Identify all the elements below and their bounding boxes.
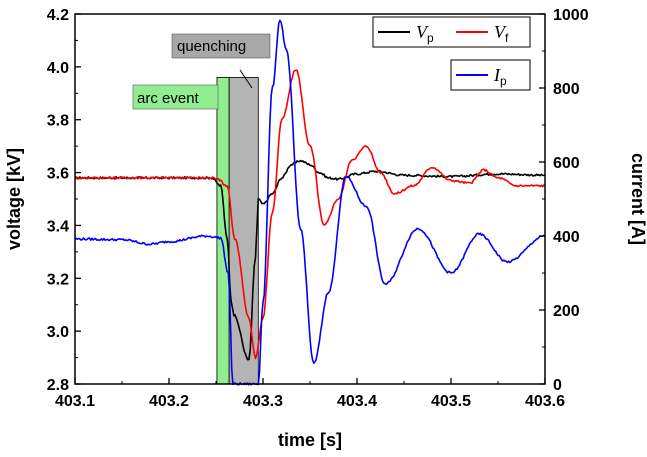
legend: Vp Vf Ip	[372, 16, 531, 91]
x-tick-label: 403.5	[431, 393, 471, 410]
x-tick-label: 403.4	[337, 393, 377, 410]
y-right-tick-label: 1000	[553, 7, 589, 24]
y-right-tick-label: 400	[553, 229, 580, 246]
y-left-tick-label: 3.4	[47, 218, 69, 235]
ticks: 403.1 403.2 403.3 403.4 403.5 403.6 2.8 3.0 3.2 3…	[47, 7, 589, 410]
quenching-pointer	[239, 69, 253, 89]
y-axis-right-title: current [A]	[628, 153, 647, 245]
y-right-tick-label: 600	[553, 155, 580, 172]
x-tick-label: 403.3	[243, 393, 283, 410]
y-left-tick-label: 2.8	[47, 377, 69, 394]
series-layer	[74, 19, 546, 386]
x-tick-label: 403.2	[149, 393, 189, 410]
y-left-tick-label: 3.6	[47, 166, 69, 183]
series-line-v-f	[74, 69, 546, 360]
quenching-label-box	[171, 33, 271, 59]
x-tick-label: 403.6	[525, 393, 565, 410]
y-right-tick-label: 0	[553, 377, 562, 394]
annotation-bands	[216, 77, 259, 385]
quenching-band	[228, 77, 259, 385]
legend-label-v-f: Vf	[494, 22, 509, 45]
y-left-tick-label: 4.2	[47, 7, 69, 24]
x-tick-label: 403.1	[55, 393, 95, 410]
series-line-i-p	[74, 19, 546, 386]
y-left-tick-label: 3.0	[47, 324, 69, 341]
y-right-tick-label: 200	[553, 303, 580, 320]
annotation-labels: arc event quenching	[132, 33, 271, 110]
y-left-tick-label: 3.8	[47, 113, 69, 130]
arc-event-label: arc event	[137, 90, 200, 107]
y-axis-left-title: voltage [kV]	[4, 148, 24, 250]
y-left-tick-label: 3.2	[47, 271, 69, 288]
legend-label-i-p: Ip	[493, 65, 507, 88]
quenching-label: quenching	[177, 38, 246, 55]
legend-label-v-p: Vp	[416, 22, 434, 45]
y-right-tick-label: 800	[553, 81, 580, 98]
arc-event-band	[216, 77, 230, 385]
y-left-tick-label: 4.0	[47, 60, 69, 77]
x-axis-title: time [s]	[278, 430, 342, 450]
arc-event-label-box	[132, 84, 219, 110]
